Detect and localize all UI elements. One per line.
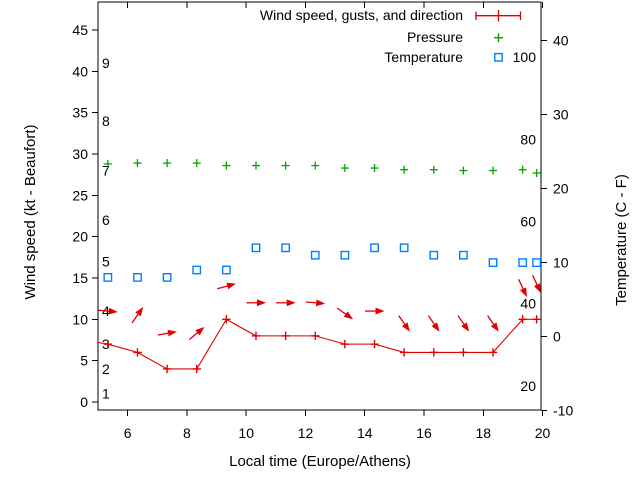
y-left-tick-label: 20 [72,229,88,245]
legend-symbols [475,10,522,62]
wind-direction-arrow [276,299,296,307]
y-left-tick-label: 45 [72,22,88,38]
wind-direction-arrow [189,326,205,340]
y-axis-title-wind: Wind speed (kt - Beaufort) [22,124,39,300]
x-tick-label: 8 [183,425,191,441]
beaufort-scale-label: 2 [102,361,110,377]
y-axis-title-temperature: Temperature (C - F) [613,174,630,306]
temperature-series [103,243,541,282]
wind-direction-arrow [217,282,237,290]
y-left-tick-label: 30 [72,146,88,162]
wind-direction-arrow [531,274,541,293]
wind-direction-arrow [98,307,118,315]
y-left-tick-label: 0 [80,394,88,410]
wind-direction-arrow [427,315,440,332]
y-left-tick-label: 40 [72,63,88,79]
legend-label-temperature: Temperature [384,49,463,65]
beaufort-scale-label: 6 [102,212,110,228]
y-left-tick-label: 15 [72,270,88,286]
legend-label-wind: Wind speed, gusts, and direction [259,7,463,23]
wind-direction-arrow [336,307,354,320]
x-tick-label: 18 [475,425,491,441]
wind-direction-arrow [457,315,470,332]
beaufort-scale-label: 7 [102,163,110,179]
beaufort-scale-label: 8 [102,113,110,129]
y-left-tick-label: 5 [80,353,88,369]
wind-direction-arrow [131,307,144,324]
wind-direction-arrow [487,315,499,332]
plot-border [97,1,542,411]
fahrenheit-scale-label: 100 [513,49,537,65]
y-right-tick-label: 20 [553,181,569,197]
y-right-tick-label: 30 [553,107,569,123]
wind-direction-arrow [246,299,266,307]
y-left-tick-label: 10 [72,311,88,327]
y-right-tick-label: -10 [553,403,573,419]
legend-label-pressure: Pressure [406,29,463,45]
pressure-series [103,159,541,178]
x-tick-label: 16 [416,425,432,441]
y-right-tick-label: 10 [553,255,569,271]
y-left-tick-label: 25 [72,187,88,203]
x-tick-label: 6 [124,425,132,441]
fahrenheit-scale-label: 40 [520,296,536,312]
y-right-tick-label: 40 [553,33,569,49]
beaufort-scale-label: 9 [102,55,110,71]
fahrenheit-scale-label: 80 [520,131,536,147]
wind-series [97,274,541,374]
x-tick-label: 10 [238,425,254,441]
fahrenheit-scale-label: 20 [520,378,536,394]
y-right-tick-label: 0 [553,329,561,345]
wind-direction-arrow [365,307,385,315]
beaufort-scale-label: 5 [102,253,110,269]
x-axis-title-time: Local time (Europe/Athens) [229,453,411,470]
wind-direction-arrow [305,299,326,307]
y-left-tick-label: 35 [72,105,88,121]
wind-direction-arrow [157,329,177,337]
wind-direction-arrow [398,315,410,332]
wind-direction-arrow [518,279,527,297]
x-tick-label: 14 [357,425,373,441]
x-tick-label: 20 [535,425,551,441]
beaufort-scale-label: 1 [102,386,110,402]
x-tick-label: 12 [298,425,314,441]
fahrenheit-scale-label: 60 [520,213,536,229]
